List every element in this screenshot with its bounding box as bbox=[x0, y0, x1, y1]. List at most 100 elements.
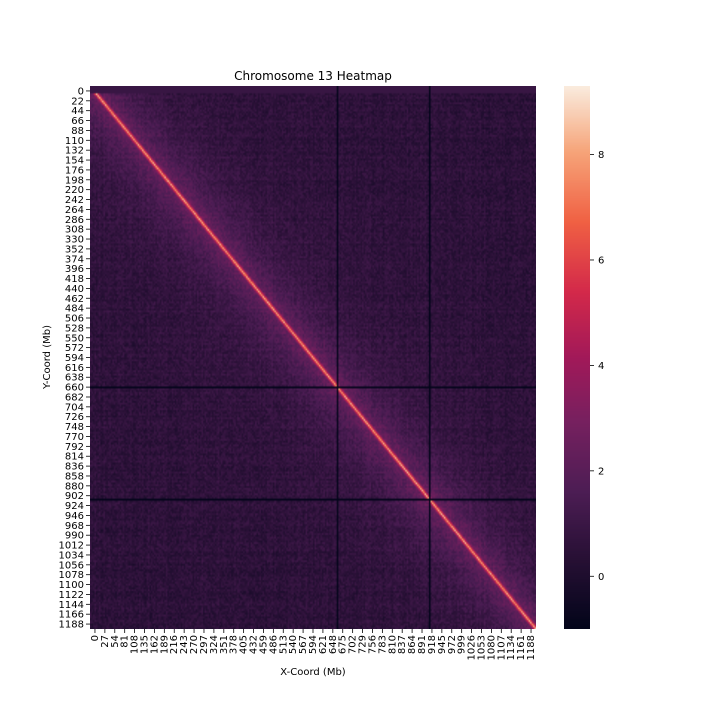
y-tick-label: 704 bbox=[65, 402, 84, 413]
x-tick-label: 621 bbox=[318, 635, 329, 654]
y-tick-label: 638 bbox=[65, 373, 84, 384]
y-tick-label: 990 bbox=[65, 531, 84, 542]
y-tick-label: 946 bbox=[65, 511, 84, 522]
y-tick-label: 286 bbox=[65, 215, 84, 226]
chart-title: Chromosome 13 Heatmap bbox=[234, 69, 392, 83]
y-tick-label: 110 bbox=[65, 136, 84, 147]
x-tick-label: 243 bbox=[179, 635, 190, 654]
y-tick-label: 264 bbox=[65, 205, 84, 216]
x-tick-label: 1026 bbox=[467, 635, 478, 660]
y-tick-label: 418 bbox=[65, 274, 84, 285]
colorbar bbox=[564, 86, 590, 629]
x-tick-label: 675 bbox=[338, 635, 349, 654]
y-tick-label: 748 bbox=[65, 422, 84, 433]
y-axis-ticks: 0224466881101321541761982202422642863083… bbox=[59, 86, 90, 631]
x-tick-label: 918 bbox=[427, 635, 438, 654]
x-tick-label: 0 bbox=[90, 635, 101, 641]
y-tick-label: 0 bbox=[78, 86, 84, 97]
y-tick-label: 88 bbox=[71, 126, 84, 137]
x-tick-label: 297 bbox=[199, 635, 210, 654]
y-tick-label: 1078 bbox=[59, 570, 84, 581]
x-tick-label: 108 bbox=[130, 635, 141, 654]
x-tick-label: 648 bbox=[328, 635, 339, 654]
x-tick-label: 1107 bbox=[496, 635, 507, 660]
x-tick-label: 540 bbox=[288, 635, 299, 654]
y-tick-label: 616 bbox=[65, 363, 84, 374]
x-tick-label: 54 bbox=[110, 635, 121, 648]
y-tick-label: 374 bbox=[65, 254, 84, 265]
y-tick-label: 1166 bbox=[59, 610, 84, 621]
x-tick-label: 810 bbox=[387, 635, 398, 654]
x-tick-label: 756 bbox=[367, 635, 378, 654]
x-axis-ticks: 0275481108135162189216243270297324351378… bbox=[90, 629, 537, 660]
x-tick-label: 729 bbox=[358, 635, 369, 654]
x-tick-label: 459 bbox=[258, 635, 269, 654]
y-tick-label: 924 bbox=[65, 501, 84, 512]
y-tick-label: 770 bbox=[65, 432, 84, 443]
x-tick-label: 1053 bbox=[476, 635, 487, 660]
x-tick-label: 378 bbox=[229, 635, 240, 654]
x-tick-label: 432 bbox=[249, 635, 260, 654]
colorbar-tick-label: 4 bbox=[598, 361, 604, 372]
y-tick-label: 176 bbox=[65, 165, 84, 176]
y-tick-label: 462 bbox=[65, 294, 84, 305]
x-tick-label: 1188 bbox=[526, 635, 537, 660]
y-tick-label: 1012 bbox=[59, 541, 84, 552]
x-tick-label: 324 bbox=[209, 635, 220, 654]
y-tick-label: 44 bbox=[71, 106, 84, 117]
y-tick-label: 858 bbox=[65, 471, 84, 482]
x-tick-label: 891 bbox=[417, 635, 428, 654]
x-tick-label: 864 bbox=[407, 635, 418, 654]
x-tick-label: 1134 bbox=[506, 635, 517, 660]
colorbar-tick-label: 8 bbox=[598, 150, 604, 161]
y-tick-label: 352 bbox=[65, 244, 84, 255]
y-axis-label: Y-Coord (Mb) bbox=[42, 325, 53, 390]
y-tick-label: 484 bbox=[65, 304, 84, 315]
y-tick-label: 1122 bbox=[59, 590, 84, 601]
y-tick-label: 902 bbox=[65, 491, 84, 502]
x-tick-label: 594 bbox=[308, 635, 319, 654]
x-tick-label: 351 bbox=[219, 635, 230, 654]
x-tick-label: 189 bbox=[159, 635, 170, 654]
y-tick-label: 814 bbox=[65, 452, 84, 463]
x-tick-label: 1080 bbox=[486, 635, 497, 660]
y-tick-label: 968 bbox=[65, 521, 84, 532]
x-tick-label: 837 bbox=[397, 635, 408, 654]
x-tick-label: 945 bbox=[437, 635, 448, 654]
y-tick-label: 880 bbox=[65, 481, 84, 492]
x-tick-label: 1161 bbox=[516, 635, 527, 660]
x-tick-label: 702 bbox=[348, 635, 359, 654]
y-tick-label: 660 bbox=[65, 383, 84, 394]
x-tick-label: 486 bbox=[268, 635, 279, 654]
x-tick-label: 567 bbox=[298, 635, 309, 654]
y-tick-label: 154 bbox=[65, 156, 84, 167]
y-tick-label: 308 bbox=[65, 225, 84, 236]
colorbar-tick-label: 6 bbox=[598, 255, 604, 266]
y-tick-label: 1034 bbox=[59, 550, 84, 561]
x-tick-label: 972 bbox=[447, 635, 458, 654]
y-tick-label: 594 bbox=[65, 353, 84, 364]
y-tick-label: 132 bbox=[65, 146, 84, 157]
y-tick-label: 220 bbox=[65, 185, 84, 196]
y-tick-label: 550 bbox=[65, 333, 84, 344]
y-tick-label: 792 bbox=[65, 442, 84, 453]
x-tick-label: 270 bbox=[189, 635, 200, 654]
x-tick-label: 135 bbox=[140, 635, 151, 654]
x-tick-label: 999 bbox=[457, 635, 468, 654]
x-axis-label: X-Coord (Mb) bbox=[280, 667, 346, 678]
y-tick-label: 66 bbox=[71, 116, 84, 127]
x-tick-label: 162 bbox=[149, 635, 160, 654]
y-tick-label: 682 bbox=[65, 392, 84, 403]
y-tick-label: 396 bbox=[65, 264, 84, 275]
y-tick-label: 440 bbox=[65, 284, 84, 295]
y-tick-label: 506 bbox=[65, 314, 84, 325]
y-tick-label: 528 bbox=[65, 323, 84, 334]
x-tick-label: 216 bbox=[169, 635, 180, 654]
y-tick-label: 22 bbox=[71, 96, 84, 107]
y-tick-label: 1100 bbox=[59, 580, 84, 591]
heatmap-cells bbox=[90, 86, 536, 629]
x-tick-label: 405 bbox=[239, 635, 250, 654]
y-tick-label: 330 bbox=[65, 235, 84, 246]
